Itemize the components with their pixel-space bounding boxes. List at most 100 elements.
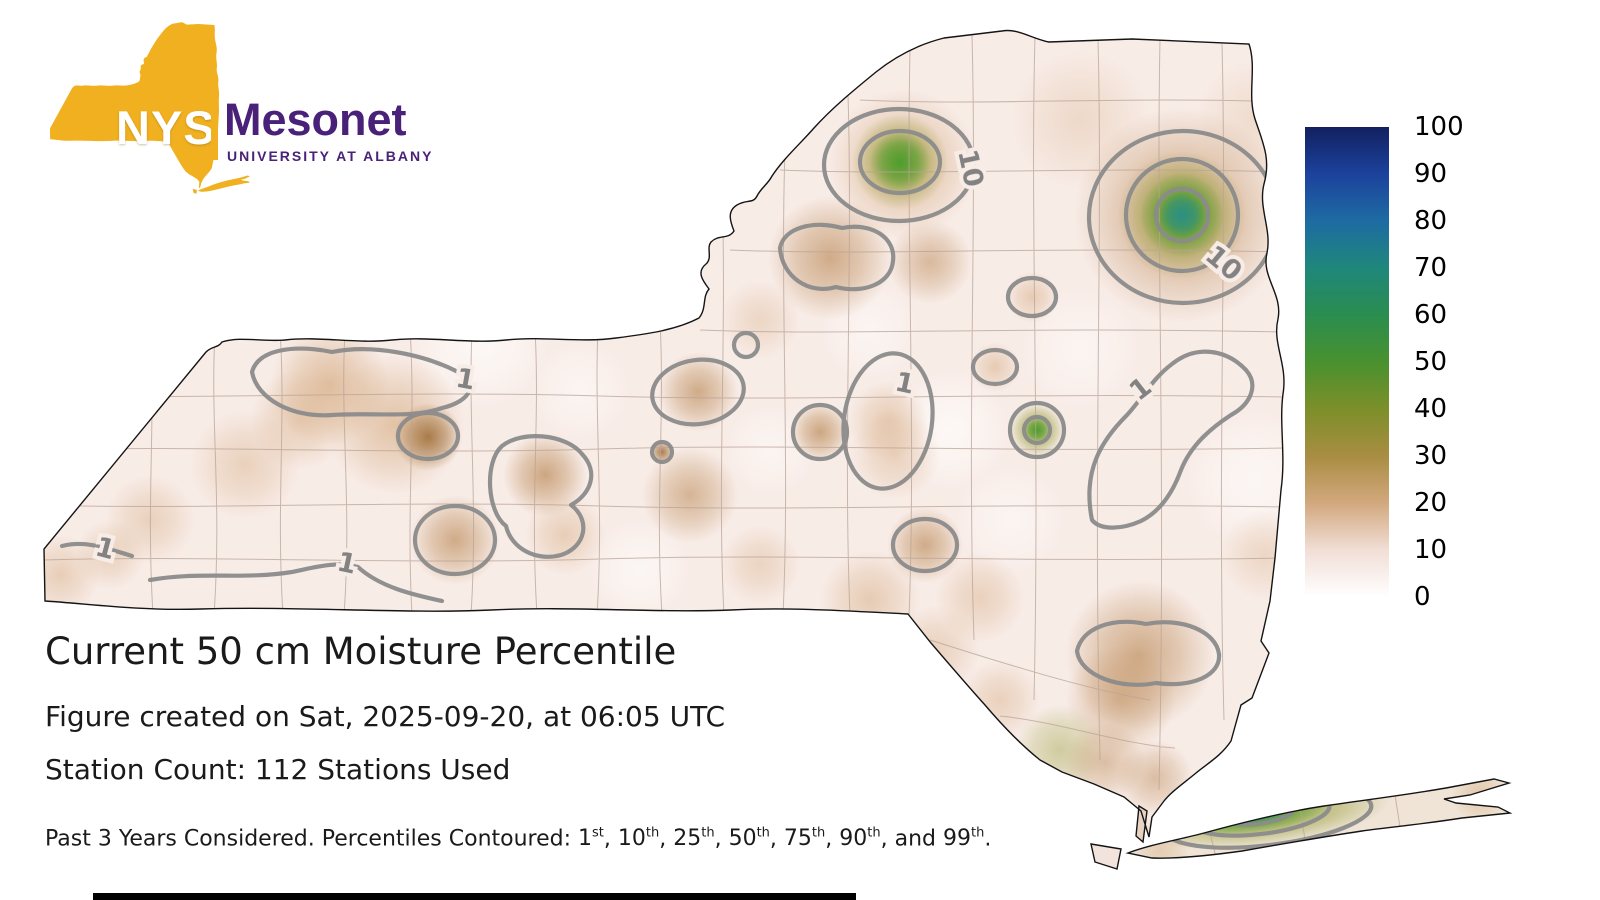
colorbar-tick: 80 xyxy=(1414,206,1448,236)
percentile-item: 90th xyxy=(839,826,880,851)
footnote-separator: , xyxy=(603,826,618,852)
contour-line xyxy=(147,562,445,604)
contour-line xyxy=(890,516,960,574)
contour-line xyxy=(857,128,943,196)
moisture-blob xyxy=(850,410,940,500)
percentile-ordinal: th xyxy=(756,826,770,841)
station-count-line: Station Count: 112 Stations Used xyxy=(45,753,511,786)
footnote-prefix: Past 3 Years Considered. Percentiles Con… xyxy=(45,826,579,852)
footnote-separator: , xyxy=(769,826,784,852)
contour-line xyxy=(1123,156,1241,274)
footnote-separator: , xyxy=(659,826,674,852)
contour-line xyxy=(649,439,675,465)
bottom-bar xyxy=(93,893,856,900)
contour-line xyxy=(731,330,761,360)
percentile-value: 50 xyxy=(728,826,757,852)
figure-created-line: Figure created on Sat, 2025-09-20, at 06… xyxy=(45,700,726,733)
county-boundaries xyxy=(44,34,1401,858)
percentile-ordinal: th xyxy=(701,826,715,841)
moisture-blob xyxy=(1117,740,1193,816)
moisture-blob xyxy=(1024,417,1050,443)
percentile-item: 50th xyxy=(729,826,770,851)
percentile-item: 99th xyxy=(943,826,984,851)
percentile-value: 90 xyxy=(839,826,868,852)
logo-mesonet-text: Mesonet xyxy=(224,94,407,145)
moisture-blob xyxy=(960,660,1040,740)
moisture-blob xyxy=(590,520,690,620)
percentile-value: 1 xyxy=(578,826,593,852)
contour-line xyxy=(650,357,746,427)
contour-line xyxy=(821,106,977,224)
contour-line xyxy=(59,541,135,559)
contour-line xyxy=(395,410,461,462)
colorbar-tick: 20 xyxy=(1414,488,1448,518)
moisture-blob xyxy=(1020,290,1140,410)
colorbar-tick: 50 xyxy=(1414,347,1448,377)
county-lines xyxy=(44,34,1401,858)
percentile-ordinal: th xyxy=(970,826,985,841)
colorbar-gradient xyxy=(1305,127,1389,597)
footnote-separator: . xyxy=(984,826,992,852)
colorbar-tick: 30 xyxy=(1414,441,1448,471)
footnote: Past 3 Years Considered. Percentiles Con… xyxy=(45,826,991,851)
contour-line xyxy=(488,434,594,559)
contour-line xyxy=(970,347,1020,387)
colorbar-tick: 10 xyxy=(1414,535,1448,565)
percentile-item: 1st xyxy=(578,826,604,851)
footnote-separator: , and xyxy=(880,826,943,852)
footnote-separator: , xyxy=(714,826,729,852)
moisture-blob xyxy=(1006,271,1058,323)
contour-line xyxy=(249,346,473,418)
moisture-blob xyxy=(190,410,300,520)
figure-title: Current 50 cm Moisture Percentile xyxy=(45,630,677,673)
colorbar-tick: 40 xyxy=(1414,394,1448,424)
moisture-blob xyxy=(642,447,738,543)
contour-line xyxy=(790,402,850,462)
colorbar-ticks: 100 90 80 70 60 50 40 30 20 10 0 xyxy=(1414,114,1464,610)
percentile-item: 25th xyxy=(673,826,714,851)
moisture-blob xyxy=(1159,192,1205,238)
percentile-item: 75th xyxy=(784,826,825,851)
moisture-blob xyxy=(525,495,605,575)
logo-divider xyxy=(211,98,218,160)
colorbar-tick: 0 xyxy=(1414,582,1431,612)
footnote-separator: , xyxy=(825,826,840,852)
percentile-item: 10th xyxy=(618,826,659,851)
moisture-blob xyxy=(720,525,800,605)
contour-line xyxy=(412,503,498,577)
colorbar-tick: 70 xyxy=(1414,253,1448,283)
percentile-value: 99 xyxy=(942,826,971,852)
percentile-ordinal: st xyxy=(592,826,604,841)
moisture-blob xyxy=(1220,510,1310,600)
moisture-blob xyxy=(530,340,630,440)
moisture-blob xyxy=(870,132,930,192)
percentile-ordinal: th xyxy=(645,826,660,841)
moisture-blob xyxy=(888,220,972,304)
contour-line xyxy=(1074,619,1222,687)
contour-line xyxy=(1087,349,1255,530)
logo-nys-text: NYS xyxy=(116,101,216,154)
colorbar-tick: 60 xyxy=(1414,300,1448,330)
contour-line xyxy=(777,222,896,292)
percentile-value: 25 xyxy=(673,826,702,852)
contour-line xyxy=(1021,414,1053,446)
moisture-blob xyxy=(720,280,800,360)
percentile-ordinal: th xyxy=(811,826,826,841)
contour-line xyxy=(1005,275,1059,319)
moisture-blob xyxy=(955,465,1065,575)
moisture-blob xyxy=(658,352,738,432)
moisture-blob xyxy=(75,520,145,590)
contour-line xyxy=(841,351,935,491)
moisture-blob xyxy=(410,495,500,585)
logo-university-text: UNIVERSITY AT ALBANY xyxy=(227,148,434,164)
colorbar-tick: 100 xyxy=(1414,112,1464,142)
moisture-blob xyxy=(790,402,850,462)
percentile-value: 75 xyxy=(783,826,812,852)
colorbar-tick: 90 xyxy=(1414,159,1448,189)
contour-line xyxy=(1153,186,1211,244)
percentile-value: 10 xyxy=(617,826,646,852)
percentile-ordinal: th xyxy=(867,826,881,841)
contour-line xyxy=(1007,400,1067,460)
